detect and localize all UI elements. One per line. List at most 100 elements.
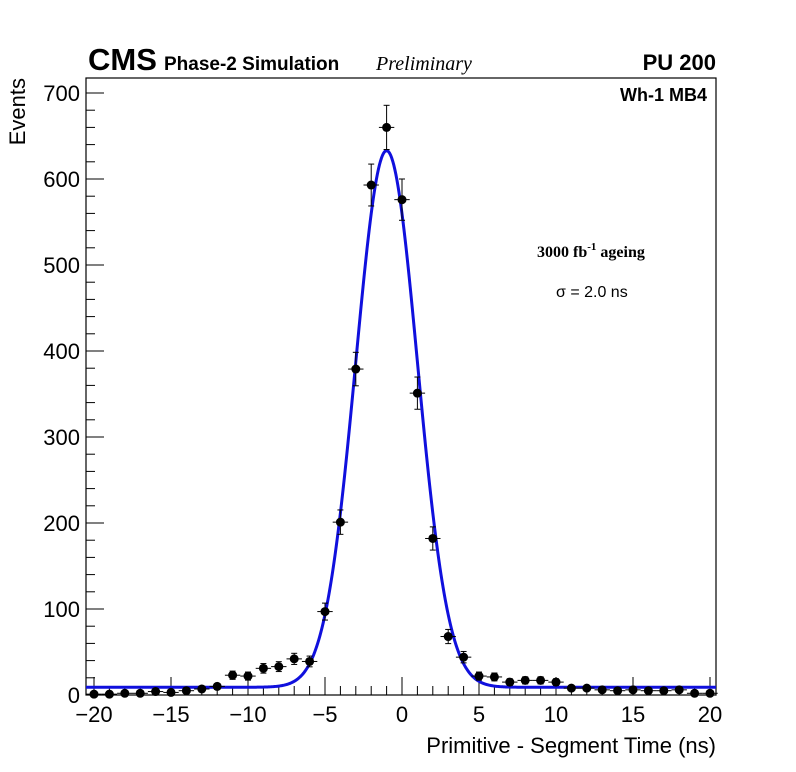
data-point [594, 685, 610, 695]
data-marker [551, 677, 561, 687]
data-point [532, 675, 549, 685]
data-point [517, 675, 533, 685]
ageing-label: 3000 fb-1 ageing [537, 241, 645, 261]
plot-frame [85, 77, 717, 696]
data-marker [289, 654, 299, 664]
data-point [317, 602, 333, 621]
data-marker [120, 688, 130, 698]
data-marker [197, 684, 207, 694]
data-point [194, 684, 210, 694]
y-tick-label: 0 [68, 683, 80, 708]
data-point [178, 686, 195, 696]
data-marker [566, 683, 576, 693]
data-point [117, 688, 133, 698]
data-point [271, 661, 287, 673]
data-point [548, 677, 564, 687]
x-tick-label: −20 [75, 702, 112, 727]
data-point [332, 509, 349, 535]
data-marker [181, 686, 191, 696]
data-point [86, 689, 102, 699]
data-marker [351, 364, 361, 374]
y-tick-labels: 0 100 200 300 400 500 600 700 [43, 81, 80, 708]
data-point [348, 351, 364, 387]
data-point [609, 686, 626, 696]
data-marker [628, 685, 638, 695]
data-marker [305, 656, 315, 666]
data-marker [674, 685, 684, 695]
y-tick-label: 400 [43, 339, 80, 364]
data-marker [505, 677, 515, 687]
data-point [363, 163, 379, 207]
data-point [255, 663, 272, 674]
data-points-group [86, 104, 718, 699]
ageing-word: ageing [596, 244, 644, 261]
data-marker [320, 607, 330, 617]
y-axis-ticks [86, 92, 104, 696]
data-point [471, 671, 487, 681]
x-tick-label: 10 [544, 702, 568, 727]
x-tick-labels: −20 −15 −10 −5 0 5 10 15 20 [75, 702, 722, 727]
data-marker [335, 517, 345, 527]
x-tick-label: −5 [312, 702, 337, 727]
data-marker [104, 689, 114, 699]
data-marker [705, 688, 715, 698]
simulation-label: Phase-2 Simulation [164, 54, 339, 75]
x-tick-label: −15 [152, 702, 189, 727]
data-marker [459, 652, 469, 662]
data-marker [489, 672, 499, 682]
data-point [702, 688, 718, 698]
preliminary-label: Preliminary [375, 53, 472, 75]
y-tick-label: 100 [43, 597, 80, 622]
data-marker [274, 662, 284, 672]
data-point [163, 687, 179, 697]
data-point [378, 104, 395, 150]
y-tick-label: 300 [43, 425, 80, 450]
data-point [579, 683, 595, 693]
data-point [640, 686, 657, 696]
data-marker [412, 388, 422, 398]
x-tick-label: 20 [698, 702, 722, 727]
data-marker [643, 686, 653, 696]
x-tick-label: 15 [621, 702, 645, 727]
y-tick-label: 700 [43, 81, 80, 106]
data-marker [89, 689, 99, 699]
y-axis-title: Events [5, 78, 30, 145]
data-marker [151, 687, 161, 697]
data-marker [258, 663, 268, 673]
data-point [625, 685, 641, 695]
data-marker [382, 122, 392, 132]
y-tick-label: 500 [43, 253, 80, 278]
data-point [394, 178, 410, 221]
data-marker [582, 683, 592, 693]
data-marker [135, 688, 145, 698]
data-point [563, 683, 580, 693]
data-marker [613, 686, 623, 696]
data-marker [536, 675, 546, 685]
fit-curve [86, 149, 716, 689]
data-marker [520, 675, 530, 685]
data-marker [243, 671, 253, 681]
data-point [147, 687, 164, 697]
ageing-value: 3000 fb [537, 244, 587, 261]
data-marker [443, 632, 453, 642]
data-point [686, 688, 703, 698]
y-tick-label: 600 [43, 167, 80, 192]
ageing-exponent: -1 [587, 241, 596, 253]
x-axis-title: Primitive - Segment Time (ns) [426, 733, 716, 758]
sigma-label: σ = 2.0 ns [556, 284, 628, 301]
data-point [240, 671, 256, 681]
sigma-value: = 2.0 ns [566, 284, 628, 301]
data-marker [597, 685, 607, 695]
data-point [671, 685, 687, 695]
x-tick-label: 5 [473, 702, 485, 727]
sigma-symbol: σ [556, 284, 566, 301]
data-point [502, 677, 518, 687]
data-point [455, 650, 472, 664]
fit-curve-group [86, 149, 716, 689]
data-point [209, 681, 225, 691]
data-marker [166, 687, 176, 697]
data-marker [690, 688, 700, 698]
data-point [301, 655, 318, 668]
data-marker [397, 195, 407, 205]
